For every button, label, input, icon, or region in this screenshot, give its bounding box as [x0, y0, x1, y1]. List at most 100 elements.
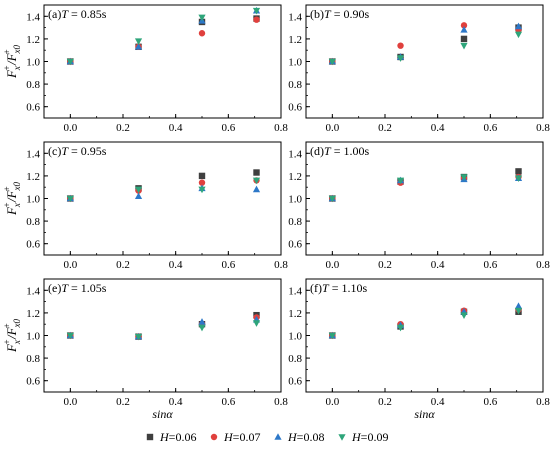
x-tick-label: 0.2: [116, 122, 130, 134]
y-tick-label: 1.4: [26, 285, 40, 297]
x-tick-label: 0.4: [169, 122, 183, 134]
x-tick-label: 0.8: [536, 259, 550, 271]
panel-label-var: T: [324, 144, 332, 158]
legend-label: H=0.08: [287, 430, 324, 444]
panel-label-value: = 1.10s: [329, 281, 368, 295]
legend-item: H=0.06: [146, 430, 196, 444]
plot-frame: [305, 141, 544, 256]
legend-marker: [146, 433, 154, 441]
data-point-h-0-09: [514, 31, 523, 39]
data-point-h-0-07: [253, 16, 260, 23]
y-tick-label: 1.0: [26, 331, 40, 343]
panel-label-value: = 0.90s: [331, 7, 370, 21]
x-tick-label: 0.8: [536, 396, 550, 408]
panel-label-value: = 0.95s: [68, 144, 107, 158]
x-tick-label: 0.8: [274, 122, 288, 134]
data-point-h-0-09: [66, 332, 74, 340]
y-tick-label: 0.6: [288, 239, 302, 251]
data-point-h-0-09: [252, 7, 261, 15]
data-point-h-0-09: [198, 324, 206, 332]
data-point-h-0-07: [460, 22, 468, 29]
x-tick-label: 0.6: [221, 122, 235, 134]
x-tick-label: 0.0: [63, 122, 77, 134]
data-point-h-0-08: [514, 302, 523, 309]
y-tick-label: 1.0: [26, 57, 40, 69]
x-tick-label: 0.2: [378, 122, 392, 134]
x-tick-label: 0.8: [274, 396, 288, 408]
data-point-h-0-09: [66, 58, 74, 66]
legend-item: H=0.08: [274, 430, 324, 444]
data-point-h-0-06: [460, 35, 468, 43]
y-tick-label: 1.4: [288, 148, 302, 160]
y-axis-labels-group: Fx+/Fx0+ Fx+/Fx0+ Fx+/Fx0+: [2, 44, 22, 353]
y-tick-label: 0.6: [26, 376, 40, 388]
data-point-h-0-09: [514, 307, 523, 315]
y-tick-label: 1.2: [26, 34, 40, 46]
x-tick-label: 0.2: [116, 396, 130, 408]
panel-d: 0.0 0.2 0.4 0.6 0.8 0.6 0.8 1.0 1.2 1.4 (d)T = 1.0…: [288, 141, 550, 271]
x-tick-label: 0.4: [431, 259, 445, 271]
data-point-h-0-09: [328, 195, 336, 203]
panel-label-var: T: [61, 144, 69, 158]
y-tick-label: 1.4: [288, 11, 302, 23]
y-tick-label: 1.0: [288, 194, 302, 206]
x-axis-label: sinα: [414, 407, 435, 421]
panel-label-prefix: (c): [48, 144, 61, 158]
x-tick-label: 0.4: [169, 396, 183, 408]
y-tick-label: 1.2: [288, 308, 302, 320]
panel-label-value: = 1.05s: [68, 281, 107, 295]
plot-frame: [305, 4, 544, 119]
data-point-h-0-06: [515, 168, 522, 175]
data-point-h-0-09: [460, 174, 468, 181]
panel-label-value: = 1.00s: [331, 144, 370, 158]
y-tick-label: 0.6: [288, 102, 302, 114]
y-tick-label: 1.4: [26, 11, 40, 23]
x-tick-label: 0.0: [325, 122, 339, 134]
y-tick-label: 1.0: [288, 57, 302, 69]
x-axis-label: sinα: [152, 407, 173, 421]
y-tick-label: 0.6: [26, 102, 40, 114]
y-axis-label: Fx+/Fx0+: [2, 181, 22, 216]
y-tick-label: 0.8: [288, 353, 302, 365]
y-tick-label: 0.8: [26, 79, 40, 91]
legend-item: H=0.07: [210, 430, 260, 444]
y-tick-label: 0.8: [288, 79, 302, 91]
y-tick-label: 1.4: [288, 285, 302, 297]
y-tick-label: 0.8: [288, 216, 302, 228]
y-tick-label: 1.2: [26, 308, 40, 320]
data-point-h-0-07: [198, 30, 206, 37]
x-tick-label: 0.0: [325, 259, 339, 271]
x-tick-label: 0.6: [221, 396, 235, 408]
panel-b: 0.0 0.2 0.4 0.6 0.8 0.6 0.8 1.0 1.2 1.4 (b)T = 0.9…: [288, 4, 550, 134]
panel-label-var: T: [322, 281, 330, 295]
x-tick-label: 0.0: [63, 396, 77, 408]
panel-a: 0.0 0.2 0.4 0.6 0.8 0.6 0.8 1.0 1.2 1.4 (a)T = 0.8…: [26, 4, 288, 134]
y-tick-label: 1.0: [288, 331, 302, 343]
legend-item: H=0.09: [338, 430, 388, 444]
data-point-h-0-09: [396, 55, 405, 62]
data-point-h-0-09: [198, 186, 206, 194]
data-point-h-0-08: [252, 185, 261, 193]
panel-label: (f)T = 1.10s: [310, 281, 367, 295]
y-tick-label: 1.2: [288, 171, 302, 183]
panel-label-prefix: (d): [310, 144, 324, 158]
data-point-h-0-09: [134, 38, 143, 45]
panel-e: 0.0 0.2 0.4 0.6 0.8 0.6 0.8 1.0 1.2 1.4 (e)T = 1.0…: [26, 278, 288, 408]
plot-frame: [43, 141, 282, 256]
data-point-h-0-09: [396, 324, 405, 332]
x-tick-label: 0.4: [431, 396, 445, 408]
data-point-h-0-09: [252, 320, 261, 327]
data-point-h-0-09: [198, 14, 206, 22]
panel-label-var: T: [61, 7, 69, 21]
y-tick-label: 1.2: [288, 34, 302, 46]
x-tick-label: 0.6: [483, 122, 497, 134]
x-tick-label: 0.0: [325, 396, 339, 408]
panel-label-prefix: (b): [310, 7, 324, 21]
data-point-h-0-09: [460, 42, 468, 50]
x-tick-label: 0.2: [378, 396, 392, 408]
legend-label: H=0.06: [159, 430, 196, 444]
y-tick-label: 0.6: [288, 376, 302, 388]
panel-f: 0.0 0.2 0.4 0.6 0.8 0.6 0.8 1.0 1.2 1.4 (f)T = 1.1…: [288, 278, 550, 408]
panel-label-prefix: (f): [310, 281, 322, 295]
